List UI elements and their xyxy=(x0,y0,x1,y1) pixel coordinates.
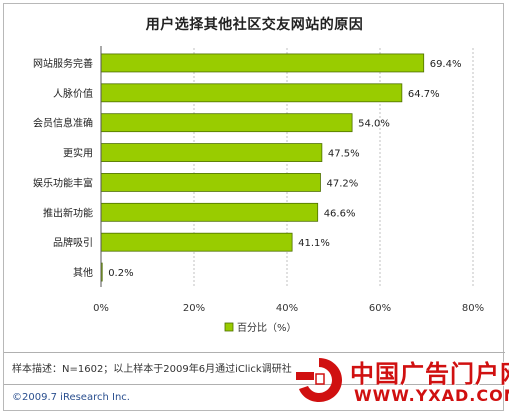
bar xyxy=(100,232,293,252)
data-label: 46.6% xyxy=(324,208,356,219)
x-tick-label: 60% xyxy=(369,303,391,314)
data-label: 64.7% xyxy=(408,89,440,100)
watermark-url: WWW.YXAD.COM xyxy=(354,386,509,405)
category-label: 品牌吸引 xyxy=(53,236,93,249)
footer-divider-top xyxy=(4,352,505,353)
category-label: 人脉价值 xyxy=(53,87,93,100)
category-label: 更实用 xyxy=(63,147,93,160)
bars: 69.4% 64.7% 54.0% 47.5% 47.2% 46.6% 41.1% 0.2% xyxy=(100,53,462,282)
bar xyxy=(100,83,403,103)
data-label: 69.4% xyxy=(430,59,462,70)
copyright: ©2009.7 iResearch Inc. xyxy=(12,392,130,403)
footer-divider-bottom xyxy=(4,384,505,385)
bar xyxy=(100,53,425,73)
chart-title: 用户选择其他社区交友网站的原因 xyxy=(145,17,364,33)
category-label: 网站服务完善 xyxy=(33,57,93,70)
x-tick-label: 20% xyxy=(183,303,205,314)
legend-label: 百分比（%） xyxy=(237,322,297,334)
bar xyxy=(100,202,319,222)
bar xyxy=(100,173,321,192)
x-tick-label: 80% xyxy=(462,303,484,314)
x-tick-label: 40% xyxy=(276,303,298,314)
bar xyxy=(100,143,323,162)
bar xyxy=(100,113,353,133)
watermark: 中国广告门户网 WWW.YXAD.COM xyxy=(290,352,509,408)
legend-swatch xyxy=(224,322,234,332)
data-label: 47.5% xyxy=(328,149,360,160)
sample-note: 样本描述：N=1602；以上样本于2009年6月通过iClick调研社 xyxy=(12,364,292,375)
data-label: 54.0% xyxy=(358,119,390,130)
data-label: 41.1% xyxy=(298,238,330,249)
axes: 0% 20% 40% 60% 80% 网站服务完善人脉价值会员信息准确更实用娱乐功能丰富推… xyxy=(33,46,484,314)
category-label: 其他 xyxy=(73,266,93,279)
watermark-brand: 中国广告门户网 xyxy=(350,360,509,388)
category-label: 推出新功能 xyxy=(43,206,93,219)
category-label: 会员信息准确 xyxy=(33,117,93,130)
category-label: 娱乐功能丰富 xyxy=(33,176,93,189)
watermark-logo-icon xyxy=(296,358,342,402)
data-label: 47.2% xyxy=(326,178,358,189)
x-tick-label: 0% xyxy=(93,303,109,314)
legend: 百分比（%） xyxy=(224,322,297,334)
data-label: 0.2% xyxy=(108,268,133,279)
